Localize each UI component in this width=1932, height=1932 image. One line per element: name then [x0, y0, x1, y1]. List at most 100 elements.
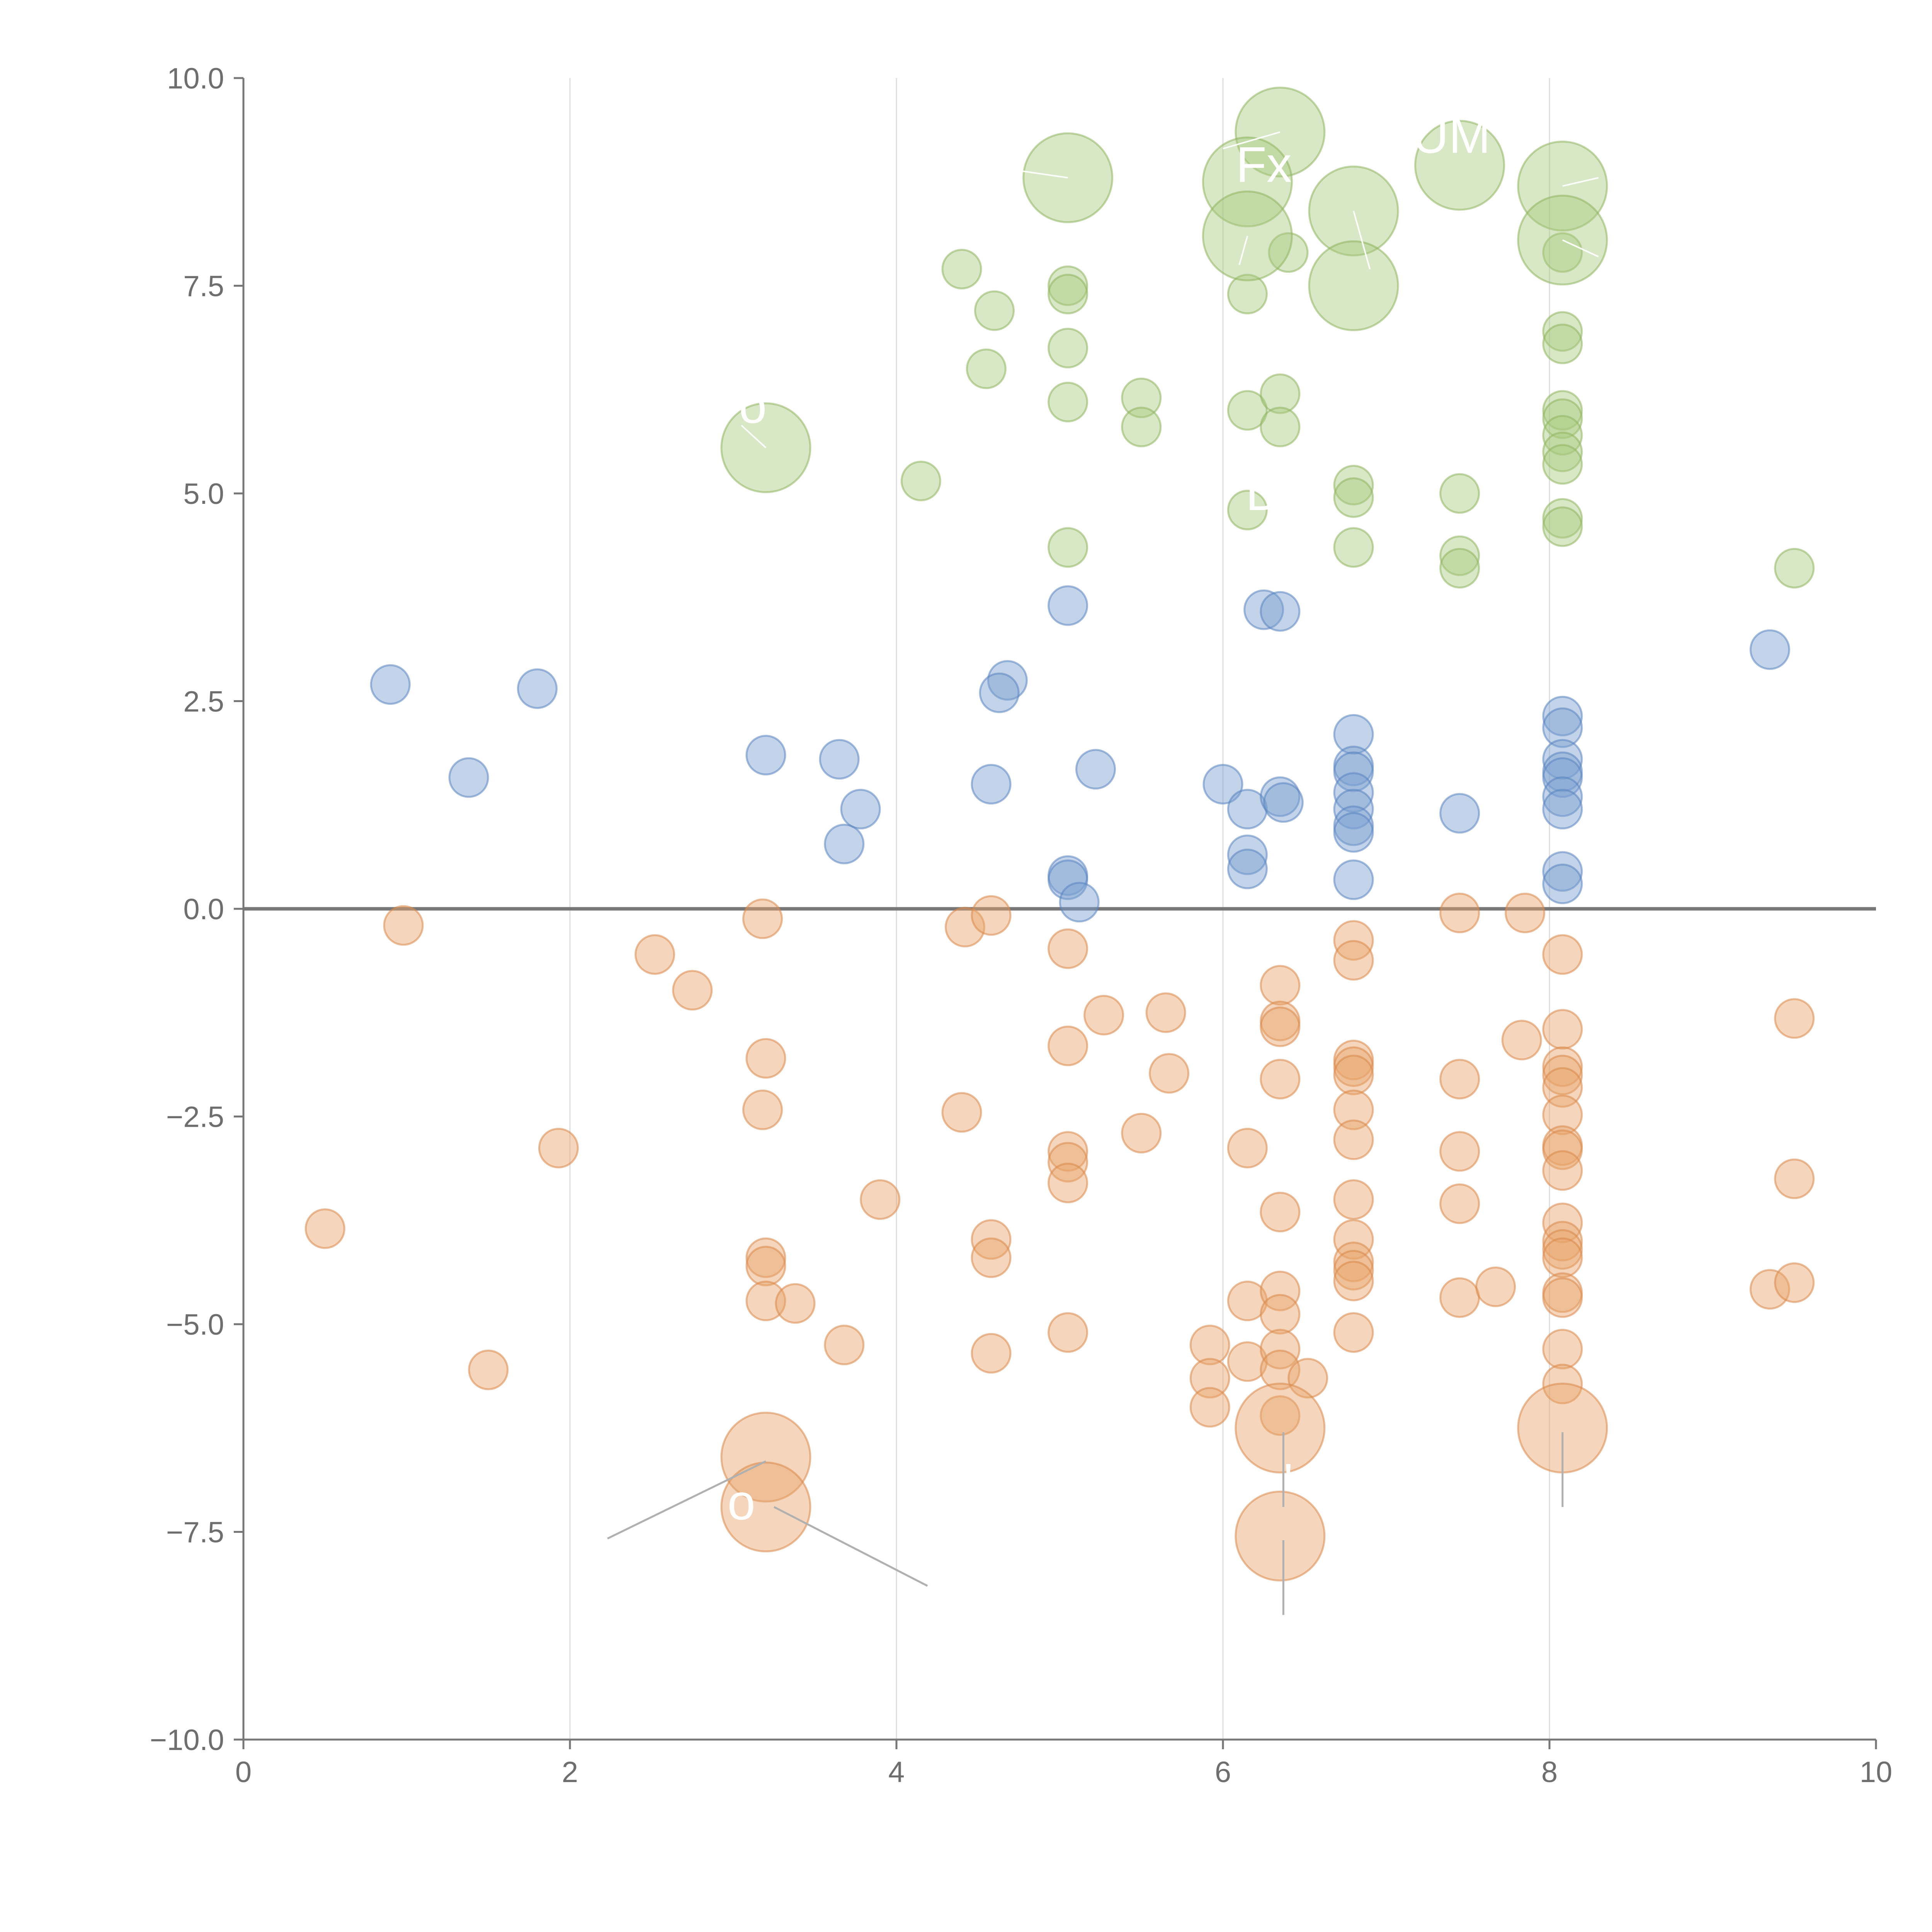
- green-point: [1542, 506, 1583, 547]
- blue-point: [517, 668, 558, 709]
- blue-point: [448, 757, 489, 798]
- green-point: [1121, 406, 1162, 447]
- annotation-label: Fx: [1236, 136, 1291, 193]
- green-point: [974, 290, 1015, 331]
- blue-point: [840, 789, 881, 830]
- orange-point: [304, 1208, 345, 1249]
- orange-point: [971, 895, 1012, 936]
- green-point: [1542, 444, 1583, 485]
- orange-point: [672, 970, 713, 1011]
- green-point: [1227, 390, 1268, 431]
- y-tick-label: −5.0: [166, 1308, 224, 1341]
- orange-point: [1227, 1341, 1268, 1382]
- green-point: [1542, 432, 1583, 472]
- orange-point: [1333, 1250, 1374, 1291]
- orange-point: [1333, 1046, 1374, 1087]
- orange-point: [1145, 992, 1186, 1033]
- green-point: [1542, 232, 1583, 273]
- blue-point: [1542, 696, 1583, 736]
- orange-point: [742, 898, 783, 939]
- orange-point: [1333, 1089, 1374, 1130]
- y-tick-label: −7.5: [166, 1516, 224, 1549]
- orange-point: [1505, 893, 1546, 934]
- orange-point: [1439, 893, 1480, 934]
- orange-point: [971, 1237, 1012, 1278]
- green-point: [1260, 373, 1301, 414]
- green-point: [1517, 194, 1608, 286]
- series-orange: [304, 893, 1815, 1582]
- orange-point: [745, 1281, 786, 1321]
- orange-point: [860, 1179, 901, 1220]
- blue-point: [1260, 591, 1301, 632]
- orange-point: [1260, 1395, 1301, 1436]
- orange-point: [1749, 1269, 1790, 1310]
- orange-point: [1333, 1054, 1374, 1095]
- blue-point: [1048, 585, 1088, 626]
- blue-point: [1227, 849, 1268, 889]
- green-point: [1227, 274, 1268, 315]
- y-tick-label: −10.0: [150, 1724, 224, 1757]
- orange-point: [1227, 1128, 1268, 1168]
- orange-point: [634, 934, 675, 975]
- orange-point: [775, 1283, 816, 1324]
- orange-point: [742, 1089, 783, 1130]
- annotation-label: D: [1246, 464, 1282, 521]
- orange-point: [1260, 1349, 1301, 1390]
- leader-line: [1223, 131, 1281, 150]
- leader-line: [773, 1506, 928, 1587]
- y-tick-label: 0.0: [183, 893, 224, 926]
- blue-point: [1333, 859, 1374, 900]
- blue-point: [1333, 789, 1374, 830]
- orange-point: [720, 1412, 811, 1503]
- green-point: [1542, 323, 1583, 364]
- orange-point: [1260, 965, 1301, 1006]
- annotation-label: UM: [1412, 107, 1490, 164]
- annotation-label: ': [1284, 1453, 1293, 1510]
- green-point: [1439, 473, 1480, 514]
- x-tick-label: 0: [235, 1756, 252, 1789]
- green-point: [1333, 465, 1374, 505]
- orange-point: [1048, 1163, 1088, 1203]
- orange-point: [1149, 1053, 1190, 1094]
- green-point: [1048, 527, 1088, 568]
- orange-point: [1048, 1131, 1088, 1172]
- green-point: [1048, 265, 1088, 306]
- leader-line: [1562, 177, 1599, 187]
- orange-point: [1083, 995, 1124, 1036]
- orange-point: [745, 1038, 786, 1079]
- green-point: [1333, 477, 1374, 518]
- leader-line: [1010, 168, 1068, 179]
- x-tick-label: 8: [1541, 1756, 1558, 1789]
- green-point: [1202, 136, 1293, 228]
- green-point: [1333, 527, 1374, 568]
- orange-point: [1542, 1229, 1583, 1270]
- leader-line: [1562, 239, 1599, 258]
- annotation-labels: o Fx UM Do ',: [727, 107, 1597, 1531]
- blue-point: [1542, 739, 1583, 780]
- x-tick-label: 4: [888, 1756, 905, 1789]
- blue-point: [1542, 864, 1583, 904]
- x-tick-label: 2: [562, 1756, 578, 1789]
- green-point: [900, 461, 941, 502]
- blue-point: [979, 672, 1020, 713]
- blue-point: [1048, 859, 1088, 900]
- green-point: [1048, 382, 1088, 422]
- green-point: [1048, 328, 1088, 369]
- blue-point: [987, 660, 1028, 701]
- orange-point: [971, 1333, 1012, 1374]
- orange-point: [1439, 1059, 1480, 1100]
- orange-point: [1260, 1192, 1301, 1233]
- blue-point: [1227, 789, 1268, 830]
- blue-point: [1227, 834, 1268, 875]
- orange-point: [1542, 1277, 1583, 1318]
- orange-point: [1542, 1129, 1583, 1170]
- orange-point: [745, 1237, 786, 1278]
- green-point: [1439, 548, 1480, 588]
- orange-point: [971, 1219, 1012, 1260]
- blue-point: [1333, 751, 1374, 792]
- orange-point: [1542, 1329, 1583, 1369]
- green-point: [1048, 274, 1088, 315]
- orange-point: [1189, 1325, 1230, 1366]
- green-point: [1414, 120, 1505, 211]
